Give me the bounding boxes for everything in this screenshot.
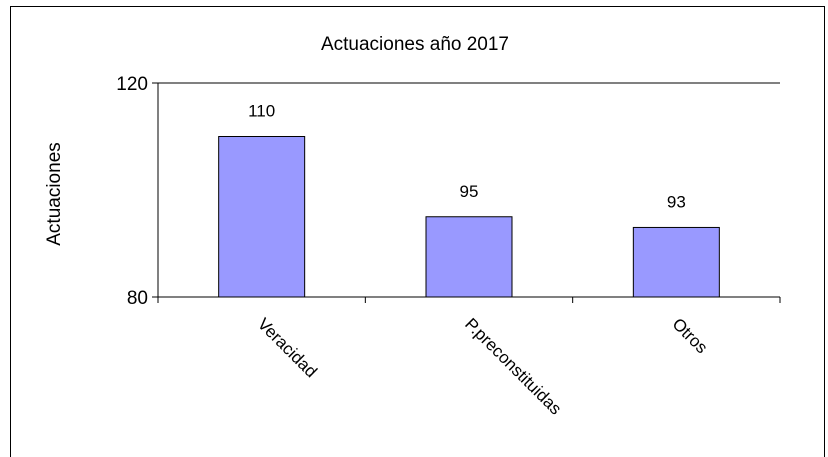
bar — [218, 136, 306, 298]
bar — [425, 216, 513, 298]
y-tick-label: 120 — [116, 74, 148, 95]
y-axis-label: Actuaciones — [44, 142, 65, 246]
bar-value-label: 95 — [460, 182, 479, 201]
axis-ticks: 120 80 — [116, 74, 781, 309]
chart-title: Actuaciones año 2017 — [321, 34, 509, 55]
x-category-label: P.preconstituidas — [461, 314, 565, 418]
x-category-label: Otros — [669, 314, 712, 357]
bar — [632, 226, 720, 298]
y-tick-label: 80 — [127, 288, 148, 309]
bars-layer — [218, 136, 720, 298]
bar-value-label: 110 — [248, 102, 275, 121]
bar-value-label: 93 — [667, 192, 686, 211]
x-category-label: Veracidad — [254, 314, 321, 381]
